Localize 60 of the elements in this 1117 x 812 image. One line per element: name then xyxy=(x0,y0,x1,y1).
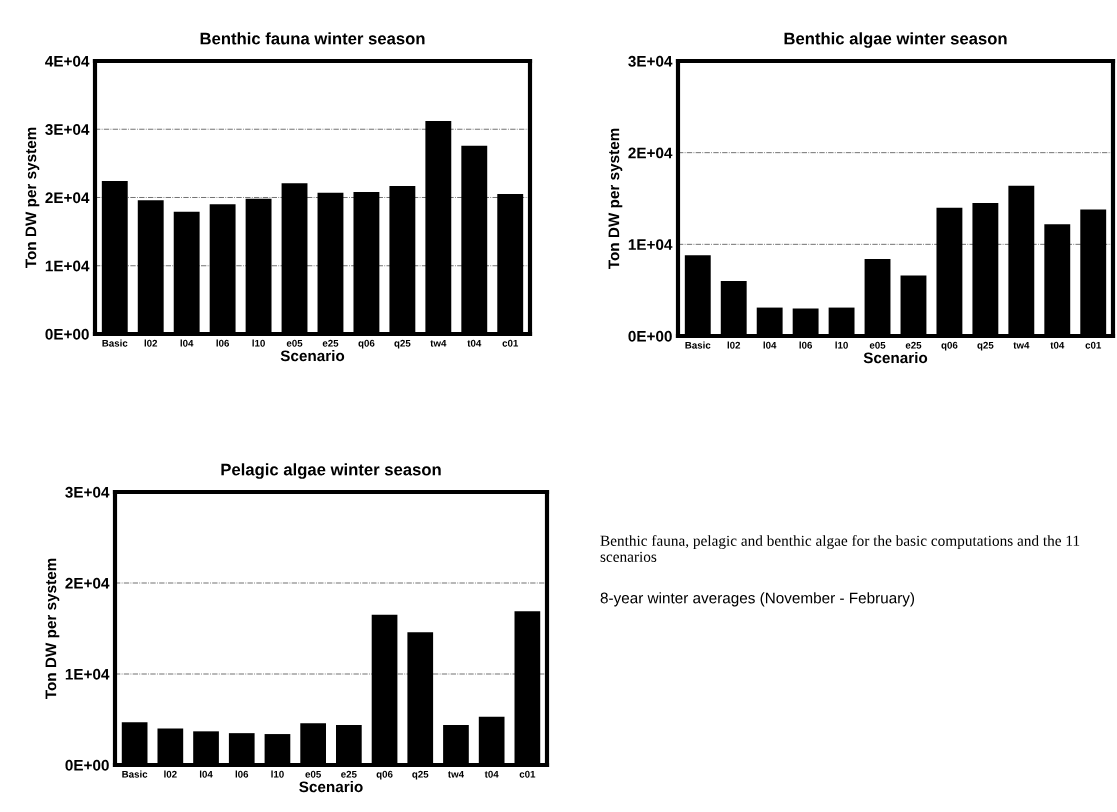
x-tick-label: l06 xyxy=(235,770,249,778)
y-tick-label: 2E+04 xyxy=(65,577,110,589)
x-tick-label: l04 xyxy=(763,341,777,349)
x-tick-label: e25 xyxy=(341,770,357,778)
y-axis-title: Ton DW per system xyxy=(45,558,60,700)
x-tick-label: Basic xyxy=(685,341,711,349)
y-tick-label: 1E+04 xyxy=(65,668,110,680)
x-tick-label: l02 xyxy=(164,770,177,778)
chart-title: Pelagic algae winter season xyxy=(221,463,441,479)
x-tick-label: l10 xyxy=(835,341,848,349)
x-tick-label: Basic xyxy=(122,770,148,778)
x-tick-label: t04 xyxy=(467,339,482,347)
x-tick-label: t04 xyxy=(1050,341,1065,349)
chart-title: Benthic algae winter season xyxy=(784,32,1007,48)
y-axis-title: Ton DW per system xyxy=(608,128,623,270)
x-tick-label: l02 xyxy=(727,341,741,349)
y-tick-label: 1E+04 xyxy=(45,260,90,272)
x-tick-label: l06 xyxy=(216,339,230,347)
x-tick-label: q25 xyxy=(977,341,994,351)
x-tick-label: c01 xyxy=(519,770,536,778)
chart-title: Benthic fauna winter season xyxy=(200,32,425,45)
x-tick-label: e05 xyxy=(305,770,321,778)
x-tick-label: l02 xyxy=(144,339,158,347)
y-tick-label: 1E+04 xyxy=(628,239,673,251)
x-tick-label: tw4 xyxy=(447,770,465,778)
text: Benthic fauna, pelagic and benthic algae for the basic computations and the 11 scenarios xyxy=(600,535,1080,562)
x-tick-label: e05 xyxy=(286,339,303,347)
x-tick-label: tw4 xyxy=(430,339,447,347)
x-tick-label: t04 xyxy=(484,770,499,778)
x-tick-label: l04 xyxy=(199,770,213,778)
x-tick-label: q25 xyxy=(394,339,411,349)
y-tick-label: 2E+04 xyxy=(45,192,90,204)
y-axis-title: Ton DW per system xyxy=(25,127,40,269)
x-tick-label: q06 xyxy=(358,339,375,349)
x-tick-label: l04 xyxy=(180,339,194,347)
y-tick-label: 0E+00 xyxy=(65,759,109,771)
y-tick-label: 3E+04 xyxy=(65,486,110,498)
x-tick-label: e25 xyxy=(905,341,922,349)
x-axis-title: Scenario xyxy=(299,781,363,793)
x-tick-label: tw4 xyxy=(1013,341,1030,349)
y-tick-label: 3E+04 xyxy=(45,124,90,135)
x-tick-label: c01 xyxy=(1085,341,1102,349)
x-tick-label: e25 xyxy=(322,339,339,347)
x-axis-title: Scenario xyxy=(863,352,928,364)
x-tick-label: l10 xyxy=(252,339,265,347)
x-tick-label: l10 xyxy=(271,770,284,778)
x-tick-label: q06 xyxy=(376,770,393,780)
y-tick-label: 2E+04 xyxy=(628,147,673,159)
y-tick-label: 3E+04 xyxy=(628,55,673,67)
y-tick-label: 0E+00 xyxy=(45,328,89,340)
text: 8-year winter averages (November - February) xyxy=(600,592,915,607)
x-tick-label: e05 xyxy=(869,341,886,349)
y-tick-label: 4E+04 xyxy=(45,55,90,67)
x-tick-label: q06 xyxy=(941,341,958,351)
y-tick-label: 0E+00 xyxy=(628,330,672,342)
x-tick-label: Basic xyxy=(102,339,128,347)
x-tick-label: q25 xyxy=(412,770,429,780)
x-tick-label: c01 xyxy=(502,339,519,347)
x-tick-label: l06 xyxy=(799,341,813,349)
x-axis-title: Scenario xyxy=(280,350,345,362)
